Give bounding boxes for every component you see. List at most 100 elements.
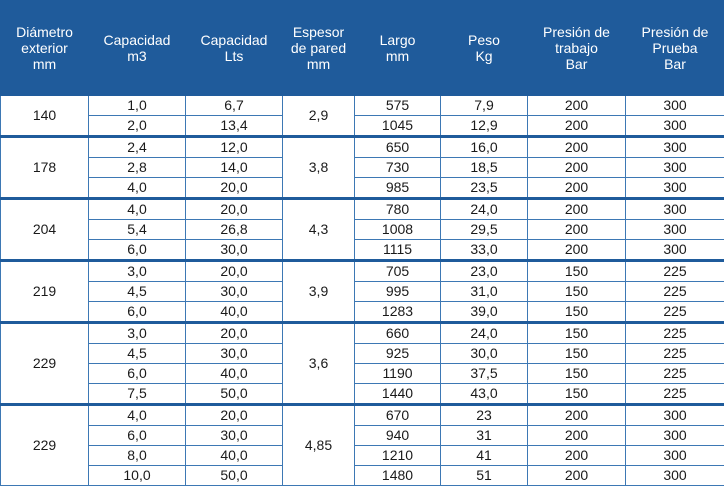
cell-largo: 1045 <box>354 115 441 137</box>
cell-presion-trabajo: 200 <box>527 197 626 220</box>
cell-capacidad-m3: 3,0 <box>88 321 186 344</box>
cell-largo: 660 <box>354 321 441 344</box>
cell-presion-trabajo: 150 <box>527 363 626 384</box>
cell-largo: 940 <box>354 425 441 446</box>
cell-peso: 12,9 <box>440 115 528 137</box>
table-row: 7,5 50,0 1440 43,0 150 225 <box>1 383 724 405</box>
cell-presion-prueba: 300 <box>625 197 724 220</box>
table-body: 140 1,0 6,7 2,9 575 7,9 200 300 2,0 13,4 1045 12,9 2… <box>0 94 724 486</box>
header-peso: Peso Kg <box>440 0 528 96</box>
cell-presion-prueba: 225 <box>625 281 724 302</box>
header-capacidad-m3: Capacidad m3 <box>88 0 186 96</box>
table-row: 6,0 30,0 940 31 200 300 <box>1 425 724 446</box>
cell-capacidad-lts: 50,0 <box>185 465 283 486</box>
table-row: 2,8 14,0 730 18,5 200 300 <box>1 157 724 178</box>
cell-presion-prueba: 225 <box>625 321 724 344</box>
table-row: 5,4 26,8 1008 29,5 200 300 <box>1 219 724 240</box>
cell-presion-trabajo: 200 <box>527 445 626 466</box>
cell-capacidad-lts: 13,4 <box>185 115 283 137</box>
cell-presion-prueba: 225 <box>625 301 724 323</box>
cell-capacidad-lts: 26,8 <box>185 219 283 240</box>
cell-peso: 31,0 <box>440 281 528 302</box>
cell-peso: 39,0 <box>440 301 528 323</box>
cell-largo: 985 <box>354 177 441 199</box>
cell-diametro: 219 <box>0 259 89 323</box>
table-row: 140 1,0 6,7 2,9 575 7,9 200 300 <box>0 94 724 137</box>
table-row: 4,5 30,0 925 30,0 150 225 <box>1 343 724 364</box>
table-row: 229 4,0 20,0 4,85 670 23 200 300 <box>0 403 724 486</box>
cell-capacidad-m3: 5,4 <box>88 219 186 240</box>
cell-capacidad-lts: 30,0 <box>185 343 283 364</box>
cell-presion-prueba: 225 <box>625 383 724 405</box>
cell-presion-prueba: 300 <box>625 465 724 486</box>
cell-presion-trabajo: 200 <box>527 177 626 199</box>
cell-peso: 23,0 <box>440 259 528 282</box>
table-row: 4,5 30,0 995 31,0 150 225 <box>1 281 724 302</box>
cell-largo: 730 <box>354 157 441 178</box>
cell-largo: 1008 <box>354 219 441 240</box>
cell-capacidad-m3: 4,5 <box>88 343 186 364</box>
cell-espesor: 2,9 <box>282 94 355 137</box>
cell-capacidad-m3: 6,0 <box>88 239 186 261</box>
table-row: 229 3,0 20,0 3,6 660 24,0 150 225 <box>0 321 724 405</box>
cell-capacidad-lts: 50,0 <box>185 383 283 405</box>
cell-capacidad-m3: 3,0 <box>88 259 186 282</box>
cell-peso: 18,5 <box>440 157 528 178</box>
cell-espesor: 4,85 <box>282 403 355 486</box>
table-row: 6,0 40,0 1190 37,5 150 225 <box>1 363 724 384</box>
cell-espesor: 4,3 <box>282 197 355 261</box>
cell-presion-trabajo: 200 <box>527 135 626 158</box>
cell-peso: 31 <box>440 425 528 446</box>
cell-largo: 650 <box>354 135 441 158</box>
table-row: 6,0 30,0 1115 33,0 200 300 <box>1 239 724 261</box>
cell-largo: 1115 <box>354 239 441 261</box>
cell-presion-trabajo: 150 <box>527 343 626 364</box>
cell-largo: 995 <box>354 281 441 302</box>
cell-espesor: 3,8 <box>282 135 355 199</box>
cell-presion-trabajo: 200 <box>527 465 626 486</box>
cell-diametro: 229 <box>0 321 89 405</box>
cell-presion-trabajo: 150 <box>527 281 626 302</box>
cell-capacidad-lts: 30,0 <box>185 239 283 261</box>
cell-peso: 23,5 <box>440 177 528 199</box>
cell-capacidad-m3: 2,0 <box>88 115 186 137</box>
cell-capacidad-m3: 8,0 <box>88 445 186 466</box>
cell-presion-prueba: 225 <box>625 259 724 282</box>
table-row: 2,0 13,4 1045 12,9 200 300 <box>1 115 724 137</box>
table-row: 6,0 40,0 1283 39,0 150 225 <box>1 301 724 323</box>
cell-capacidad-m3: 10,0 <box>88 465 186 486</box>
cell-capacidad-lts: 20,0 <box>185 403 283 426</box>
cell-peso: 37,5 <box>440 363 528 384</box>
cell-capacidad-m3: 4,0 <box>88 197 186 220</box>
header-presion-prueba: Presión de Prueba Bar <box>625 0 724 96</box>
cell-capacidad-m3: 4,0 <box>88 177 186 199</box>
cell-largo: 670 <box>354 403 441 426</box>
cell-peso: 24,0 <box>440 197 528 220</box>
cell-largo: 575 <box>354 94 441 116</box>
cell-presion-prueba: 300 <box>625 115 724 137</box>
cell-capacidad-m3: 6,0 <box>88 425 186 446</box>
table-row: 4,0 20,0 985 23,5 200 300 <box>1 177 724 199</box>
cell-capacidad-m3: 4,0 <box>88 403 186 426</box>
cell-capacidad-lts: 40,0 <box>185 445 283 466</box>
table-row: 219 3,0 20,0 3,9 705 23,0 150 225 <box>0 259 724 323</box>
cell-largo: 1190 <box>354 363 441 384</box>
cell-presion-prueba: 300 <box>625 177 724 199</box>
cell-presion-prueba: 300 <box>625 94 724 116</box>
cell-presion-trabajo: 200 <box>527 219 626 240</box>
table-row: 10,0 50,0 1480 51 200 300 <box>1 465 724 486</box>
cell-peso: 16,0 <box>440 135 528 158</box>
header-capacidad-lts: Capacidad Lts <box>185 0 283 96</box>
cell-presion-prueba: 300 <box>625 445 724 466</box>
cell-espesor: 3,6 <box>282 321 355 405</box>
header-presion-trabajo: Presión de trabajo Bar <box>527 0 626 96</box>
cell-capacidad-lts: 30,0 <box>185 281 283 302</box>
table-header: Diámetro exterior mm Capacidad m3 Capaci… <box>0 0 724 96</box>
table-row: 8,0 40,0 1210 41 200 300 <box>1 445 724 466</box>
cell-presion-prueba: 225 <box>625 363 724 384</box>
cell-presion-prueba: 300 <box>625 425 724 446</box>
cell-presion-trabajo: 150 <box>527 259 626 282</box>
cell-capacidad-lts: 20,0 <box>185 177 283 199</box>
cell-capacidad-m3: 7,5 <box>88 383 186 405</box>
